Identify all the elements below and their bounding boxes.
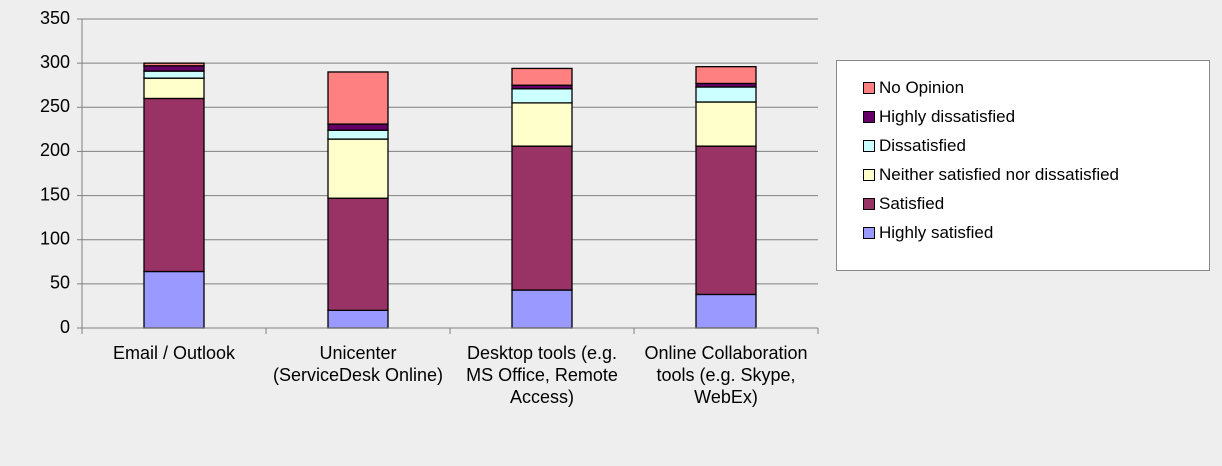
bar-segment: [327, 197, 389, 311]
x-tick-label: Online Collaboration tools (e.g. Skype, …: [644, 343, 808, 407]
legend-item: Highly dissatisfied: [863, 107, 1015, 127]
y-tick-label: 250: [40, 96, 70, 116]
y-tick-label: 100: [40, 228, 70, 248]
legend-item: No Opinion: [863, 78, 964, 98]
bar-segment: [143, 97, 205, 273]
bar-segment: [327, 129, 389, 140]
legend-item: Neither satisfied nor dissatisfied: [863, 165, 1119, 185]
legend-swatch: [863, 111, 875, 123]
x-tick-label: Desktop tools (e.g. MS Office, Remote Ac…: [466, 343, 618, 407]
bar-segment: [695, 101, 757, 147]
bar-segment: [327, 138, 389, 199]
legend-label: Dissatisfied: [879, 136, 966, 155]
legend-swatch: [863, 227, 875, 239]
legend-item: Dissatisfied: [863, 136, 966, 156]
y-tick-label: 0: [60, 317, 70, 337]
bar-segment: [143, 270, 205, 329]
legend-swatch: [863, 82, 875, 94]
bar-segment: [511, 145, 573, 291]
legend-item: Highly satisfied: [863, 223, 993, 243]
bar-segment: [143, 65, 205, 72]
bar-segment: [511, 102, 573, 147]
bar-segment: [695, 86, 757, 103]
bar-segment: [327, 71, 389, 125]
bar-segment: [511, 67, 573, 86]
bar-segment: [143, 62, 205, 67]
y-tick-label: 150: [40, 184, 70, 204]
y-tick-label: 200: [40, 140, 70, 160]
legend-swatch: [863, 198, 875, 210]
legend-label: Satisfied: [879, 194, 945, 213]
legend-label: Neither satisfied nor dissatisfied: [879, 165, 1120, 184]
legend-swatch: [863, 169, 875, 181]
bar-segment: [511, 88, 573, 104]
x-tick-label: Unicenter (ServiceDesk Online): [272, 343, 444, 385]
bar-segment: [695, 145, 757, 296]
bar-segment: [143, 77, 205, 100]
bar-segment: [695, 66, 757, 85]
legend-label: Highly satisfied: [879, 223, 994, 242]
bar-segment: [327, 309, 389, 329]
bar-segment: [143, 70, 205, 79]
bar-segment: [511, 289, 573, 329]
x-tick-label: Email / Outlook: [112, 343, 236, 363]
y-tick-label: 350: [40, 8, 70, 28]
y-tick-label: 50: [50, 273, 70, 293]
legend: Highly satisfied Satisfied Neither satisfi…: [836, 60, 1210, 271]
legend-item: Satisfied: [863, 194, 944, 214]
y-tick-label: 300: [40, 52, 70, 72]
legend-label: Highly dissatisfied: [879, 107, 1016, 126]
bar-segment: [695, 293, 757, 329]
legend-label: No Opinion: [879, 78, 965, 97]
legend-swatch: [863, 140, 875, 152]
bar-segment: [327, 123, 389, 131]
